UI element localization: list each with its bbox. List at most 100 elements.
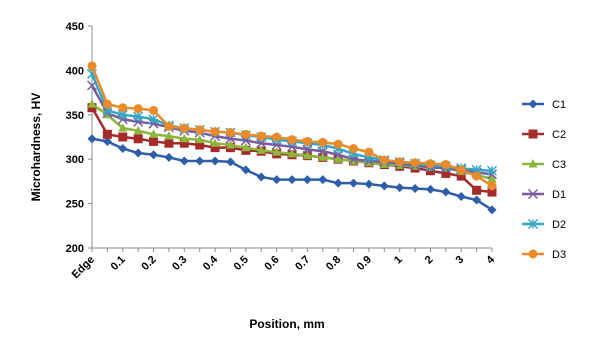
data-point-c3 xyxy=(195,134,205,144)
legend-entry-d3: D3 xyxy=(522,249,566,261)
data-point-d3 xyxy=(195,125,205,135)
data-point-d3 xyxy=(425,159,435,169)
x-tick-label: 0.6 xyxy=(262,254,281,273)
data-point-c2 xyxy=(102,129,112,139)
data-point-c1 xyxy=(318,175,328,185)
y-tick-label: 250 xyxy=(66,199,84,211)
data-point-c3 xyxy=(333,154,343,163)
data-point-d3 xyxy=(318,137,328,147)
legend-marker-c3 xyxy=(528,159,538,168)
data-point-c1 xyxy=(118,144,128,154)
data-point-c3 xyxy=(164,131,174,140)
data-point-c3 xyxy=(210,138,220,147)
data-point-d3 xyxy=(256,131,266,141)
legend-marker-d2 xyxy=(527,218,539,230)
legend-label-c3: C3 xyxy=(552,159,566,171)
data-point-d3 xyxy=(241,129,251,139)
y-tick-label: 300 xyxy=(66,154,84,166)
data-point-c1 xyxy=(195,156,205,166)
legend-entry-c3: C3 xyxy=(522,159,566,171)
legend-marker-d1 xyxy=(527,188,539,200)
data-point-c3 xyxy=(225,139,235,149)
legend-label-d1: D1 xyxy=(552,189,566,201)
legend-label-c1: C1 xyxy=(552,99,566,111)
data-point-d3 xyxy=(456,165,466,175)
data-point-c1 xyxy=(302,175,312,185)
data-point-c3 xyxy=(149,129,159,138)
data-point-c1 xyxy=(241,165,251,175)
data-point-d3 xyxy=(102,99,112,109)
data-point-c3 xyxy=(118,123,128,132)
data-point-d3 xyxy=(133,104,143,114)
data-point-d3 xyxy=(210,127,220,137)
series-layer xyxy=(86,61,498,215)
data-point-c1 xyxy=(164,152,174,162)
legend-entry-d1: D1 xyxy=(522,188,566,201)
x-tick-label: 4 xyxy=(484,253,497,266)
y-tick-label: 350 xyxy=(66,110,84,122)
x-tick-label: 2 xyxy=(423,254,436,267)
series-c1 xyxy=(87,134,497,215)
x-tick-label: 0.4 xyxy=(201,253,221,273)
data-point-d2 xyxy=(148,114,159,125)
data-point-c3 xyxy=(179,133,189,143)
x-tick-label: 1 xyxy=(392,254,405,267)
data-point-c2 xyxy=(195,140,205,150)
data-point-c1 xyxy=(456,191,466,201)
data-point-d3 xyxy=(349,144,359,154)
data-point-c3 xyxy=(272,147,282,156)
data-point-c2 xyxy=(456,171,466,181)
x-tick-label: 3 xyxy=(454,254,467,267)
legend-label-d2: D2 xyxy=(552,219,566,231)
data-point-d3 xyxy=(149,105,159,115)
data-point-c3 xyxy=(133,125,143,135)
data-point-c2 xyxy=(472,185,482,195)
y-tick-label: 450 xyxy=(66,21,84,33)
data-point-d3 xyxy=(472,171,482,181)
data-point-c2 xyxy=(487,187,497,197)
marker-stroke xyxy=(527,188,539,200)
data-point-c1 xyxy=(102,136,112,146)
data-point-c1 xyxy=(210,156,220,166)
data-point-c1 xyxy=(379,181,389,191)
data-point-c2 xyxy=(149,136,159,146)
data-point-c3 xyxy=(87,99,97,108)
data-point-c3 xyxy=(287,148,297,158)
data-point-c3 xyxy=(241,142,251,152)
data-point-c1 xyxy=(410,184,420,194)
data-point-c3 xyxy=(302,150,312,160)
data-point-c3 xyxy=(256,145,266,154)
legend-marker-c1 xyxy=(528,99,538,109)
data-point-c2 xyxy=(118,132,128,142)
data-point-c1 xyxy=(225,157,235,167)
data-point-c2 xyxy=(164,138,174,148)
x-tick-label: 0.1 xyxy=(109,254,128,273)
data-point-d3 xyxy=(410,158,420,168)
data-point-c1 xyxy=(441,187,451,197)
data-point-d3 xyxy=(272,132,282,142)
data-point-c1 xyxy=(256,172,266,182)
y-axis-title: Microhardness, HV xyxy=(29,93,43,202)
data-point-c1 xyxy=(487,205,497,215)
legend-entry-c1: C1 xyxy=(522,99,566,111)
data-point-d2 xyxy=(133,111,144,122)
data-point-c1 xyxy=(272,175,282,185)
x-tick-label: 0.2 xyxy=(139,254,158,273)
data-point-d3 xyxy=(302,136,312,146)
x-tick-label: 0.8 xyxy=(324,254,343,273)
data-point-d3 xyxy=(395,157,405,167)
data-point-c1 xyxy=(133,148,143,158)
series-d3 xyxy=(87,61,497,191)
x-tick-label: 0.9 xyxy=(355,254,374,273)
data-point-c2 xyxy=(441,168,451,178)
data-point-d3 xyxy=(118,103,128,113)
legend-label-d3: D3 xyxy=(552,249,566,261)
legend-marker-c2 xyxy=(528,129,538,139)
data-point-c1 xyxy=(425,184,435,194)
data-point-c2 xyxy=(133,134,143,144)
data-point-d3 xyxy=(164,121,174,131)
legend: C1 C2 C3 D1 D2 D3 xyxy=(522,99,566,261)
x-axis-title: Position, mm xyxy=(249,317,324,331)
data-point-c1 xyxy=(149,150,159,160)
